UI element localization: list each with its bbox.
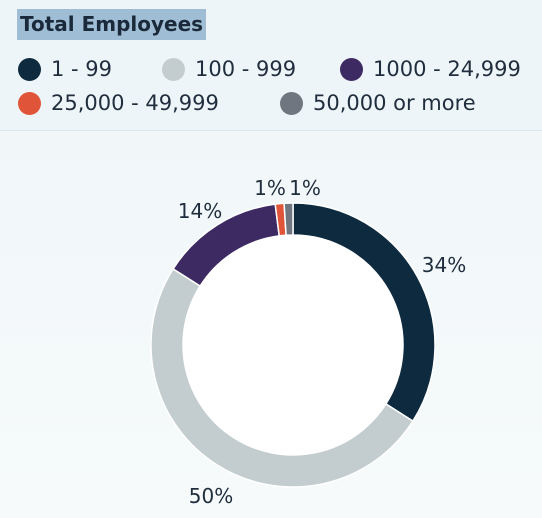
donut-slice-4[interactable] bbox=[283, 202, 294, 237]
legend-item-50000-more[interactable]: 50,000 or more bbox=[280, 91, 476, 115]
legend-label: 1000 - 24,999 bbox=[373, 57, 521, 81]
legend-item-25000-49999[interactable]: 25,000 - 49,999 bbox=[18, 91, 219, 115]
legend-swatch bbox=[18, 91, 41, 115]
slice-label-3: 1% bbox=[254, 176, 286, 200]
donut-slice-1[interactable] bbox=[150, 267, 414, 488]
donut-hole bbox=[183, 235, 403, 455]
slice-label-4: 1% bbox=[289, 176, 321, 200]
slice-label-0: 34% bbox=[422, 253, 466, 277]
legend-item-100-999[interactable]: 100 - 999 bbox=[162, 57, 296, 81]
legend-item-1-99[interactable]: 1 - 99 bbox=[18, 57, 112, 81]
legend-swatch bbox=[162, 57, 185, 81]
slice-label-2: 14% bbox=[178, 199, 222, 223]
chart-header: Total Employees 1 - 99 100 - 999 1000 - … bbox=[0, 0, 542, 131]
legend-label: 25,000 - 49,999 bbox=[51, 91, 219, 115]
legend-swatch bbox=[18, 57, 41, 81]
slice-label-1: 50% bbox=[189, 484, 233, 508]
legend-label: 50,000 or more bbox=[313, 91, 476, 115]
legend-label: 100 - 999 bbox=[195, 57, 297, 81]
legend-swatch bbox=[280, 91, 303, 115]
chart-title: Total Employees bbox=[17, 9, 207, 40]
legend-item-1000-24999[interactable]: 1000 - 24,999 bbox=[340, 57, 521, 81]
legend-swatch bbox=[340, 57, 363, 81]
legend-label: 1 - 99 bbox=[51, 57, 113, 81]
